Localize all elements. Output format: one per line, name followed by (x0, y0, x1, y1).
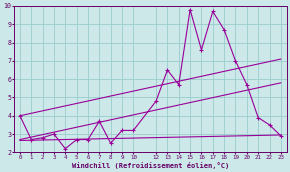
X-axis label: Windchill (Refroidissement éolien,°C): Windchill (Refroidissement éolien,°C) (72, 162, 229, 169)
